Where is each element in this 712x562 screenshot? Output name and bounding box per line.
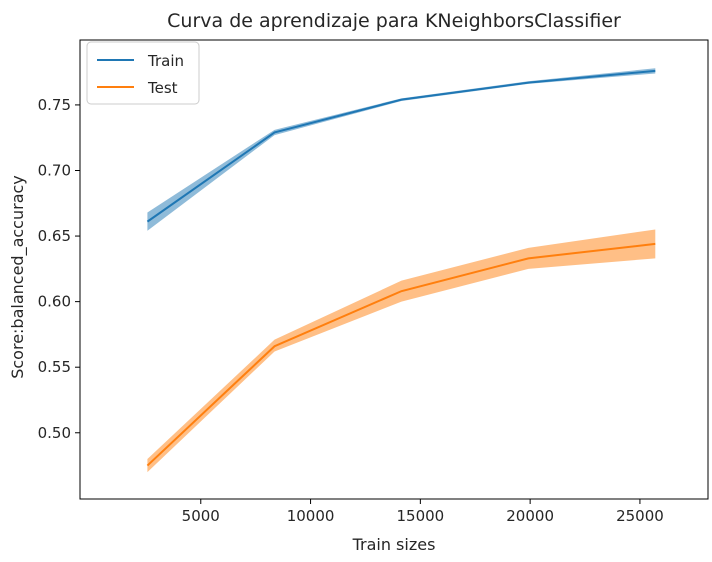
chart-title: Curva de aprendizaje para KNeighborsClas… [167, 10, 621, 32]
y-tick-label: 0.55 [38, 358, 71, 376]
x-tick-label: 25000 [616, 507, 664, 525]
train-point [654, 70, 656, 72]
y-tick-label: 0.65 [38, 227, 71, 245]
train-line [146, 69, 656, 223]
test-line [146, 242, 656, 467]
train-point [274, 131, 276, 133]
test-point [654, 243, 656, 245]
train-point [527, 82, 529, 84]
test-point [400, 290, 402, 292]
legend-test-label: Test [147, 79, 178, 97]
test-band [147, 229, 656, 473]
y-tick-label: 0.60 [38, 293, 71, 311]
legend-box [86, 41, 200, 105]
x-axis: 5000 10000 15000 20000 25000 [182, 499, 664, 525]
x-axis-title: Train sizes [352, 535, 436, 554]
y-tick-label: 0.50 [38, 424, 71, 442]
y-tick-label: 0.75 [38, 96, 71, 114]
y-axis-title: Score:balanced_accuracy [8, 175, 28, 379]
y-axis: 0.50 0.55 0.60 0.65 0.70 0.75 [38, 96, 80, 442]
x-tick-label: 15000 [396, 507, 444, 525]
test-point [527, 257, 529, 259]
test-point [274, 345, 276, 347]
legend-train-label: Train [147, 52, 184, 70]
plot-area [146, 68, 656, 473]
y-tick-label: 0.70 [38, 161, 71, 179]
x-tick-label: 20000 [506, 507, 554, 525]
legend: Train Test [86, 41, 200, 105]
train-point [400, 99, 402, 101]
axes-frame [79, 39, 709, 500]
test-point [146, 465, 148, 467]
x-tick-label: 10000 [287, 507, 335, 525]
train-band [147, 68, 656, 231]
train-point [146, 221, 148, 223]
x-tick-label: 5000 [182, 507, 220, 525]
